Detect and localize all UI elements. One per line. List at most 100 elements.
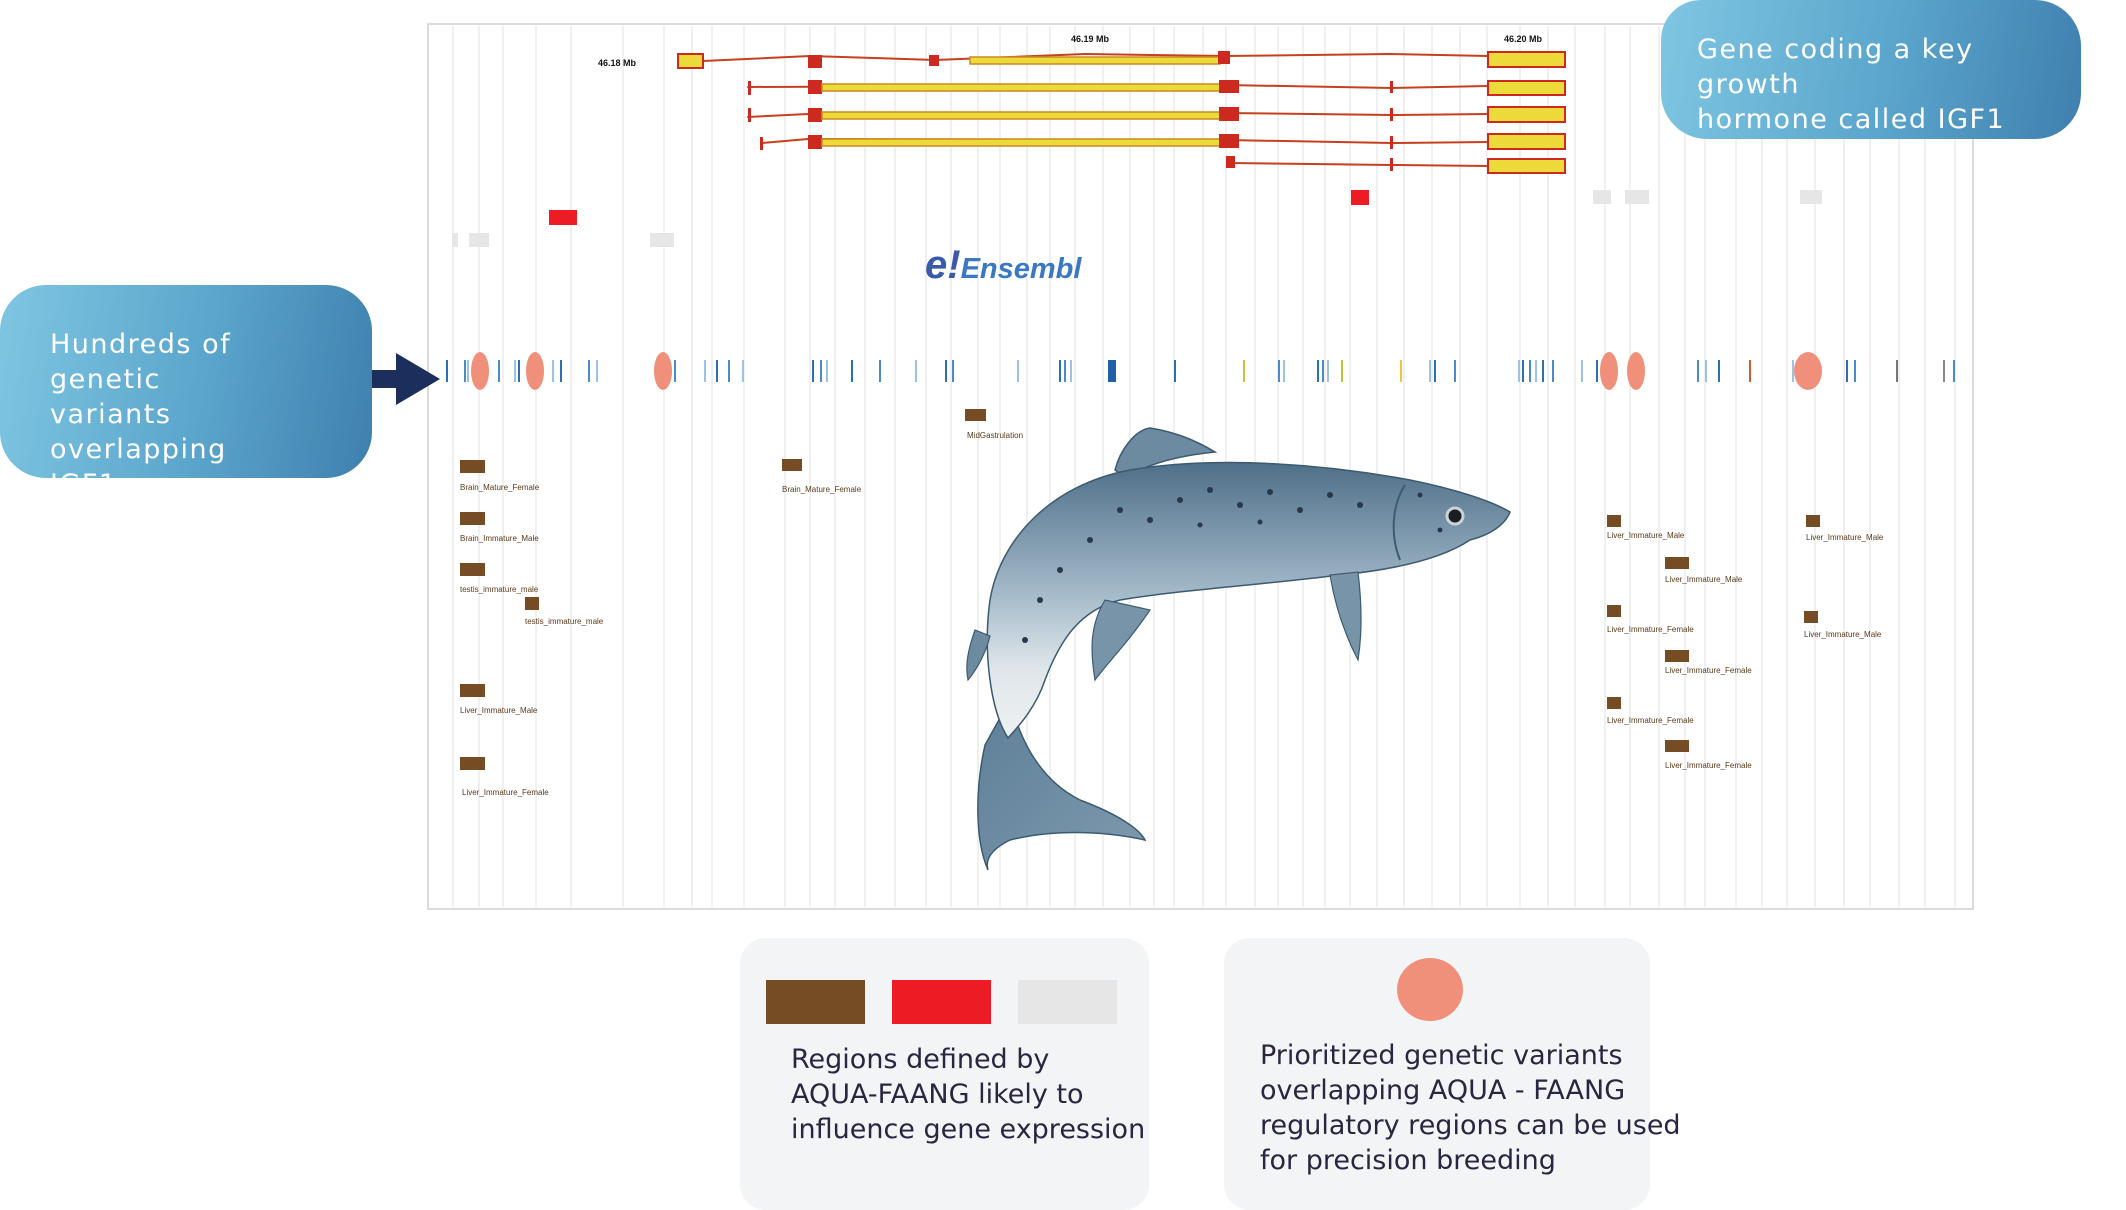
region-red xyxy=(1351,190,1369,205)
legend-line: AQUA-FAANG likely to xyxy=(791,1079,1084,1110)
prioritized-variants xyxy=(471,352,1822,390)
tissue-block xyxy=(460,757,485,770)
variant-tick xyxy=(742,360,744,382)
tissue-label: Brain_Mature_Female xyxy=(460,483,540,492)
variant-tick xyxy=(812,360,814,382)
legend-line: influence gene expression xyxy=(791,1114,1146,1145)
exon xyxy=(1226,156,1235,168)
variant-tick xyxy=(588,360,590,382)
transcript-2 xyxy=(747,80,1566,96)
variant-tick xyxy=(467,360,469,382)
variant-tick xyxy=(1518,360,1520,382)
variant-tick xyxy=(1059,360,1061,382)
variant-tick xyxy=(560,360,562,382)
salmon-tail xyxy=(977,697,1147,871)
exon xyxy=(760,137,763,150)
tissue-block xyxy=(460,512,485,525)
variant-tick xyxy=(674,360,676,382)
variant-tick xyxy=(596,360,598,382)
exon xyxy=(808,135,822,149)
salmon-illustration xyxy=(966,427,1511,871)
region-red xyxy=(549,210,577,225)
region-grey xyxy=(1593,190,1611,204)
tissue-block xyxy=(460,460,485,473)
variant-tick xyxy=(1535,360,1537,382)
exon xyxy=(1390,81,1393,93)
region-grey xyxy=(1625,190,1649,204)
legend-line: Prioritized genetic variants xyxy=(1260,1040,1623,1071)
exon xyxy=(748,108,751,122)
exon xyxy=(821,138,1221,147)
region-grey xyxy=(452,233,458,247)
tissue-label: MidGastrulation xyxy=(967,431,1023,440)
variant-tick xyxy=(1552,360,1554,382)
variant-tick xyxy=(851,360,853,382)
salmon-eye xyxy=(1445,506,1465,526)
grid-lines xyxy=(452,26,1956,907)
exon xyxy=(1390,158,1393,171)
exon xyxy=(808,108,822,122)
salmon-adipose-fin xyxy=(966,629,991,682)
exon xyxy=(929,55,939,66)
transcript-5 xyxy=(1226,156,1566,174)
tissue-label: Liver_Immature_Female xyxy=(1607,716,1694,725)
tissue-block xyxy=(1607,515,1621,527)
exon xyxy=(1487,133,1566,150)
transcript-4 xyxy=(760,133,1566,150)
variant-tick xyxy=(945,360,947,382)
legend-line: for precision breeding xyxy=(1260,1145,1556,1176)
prioritized-variant xyxy=(1627,352,1645,390)
exon xyxy=(1219,107,1239,121)
exon xyxy=(1218,51,1230,64)
tissue-label: Brain_Immature_Male xyxy=(460,534,539,543)
tissue-block xyxy=(1607,697,1621,709)
variant-tick xyxy=(1243,360,1245,382)
callout-line: hormone called IGF1 xyxy=(1697,104,2006,135)
exon xyxy=(821,83,1221,92)
ensembl-logo-prefix: e! xyxy=(925,243,961,287)
tissue-region-track: Brain_Mature_Female Brain_Immature_Male … xyxy=(460,409,1884,797)
exon xyxy=(821,111,1221,120)
exon xyxy=(1219,134,1239,148)
salmon-pectoral-fin xyxy=(1091,599,1151,682)
exon xyxy=(1390,108,1393,121)
exon xyxy=(808,80,822,94)
exon xyxy=(1219,80,1239,93)
tissue-label: Liver_Immature_Female xyxy=(1607,625,1694,634)
ensembl-logo-text: Ensembl xyxy=(961,253,1083,285)
tissue-block xyxy=(1665,740,1689,752)
variant-tick xyxy=(952,360,954,382)
variant-tick xyxy=(498,360,500,382)
variants-legend: Prioritized genetic variants overlapping… xyxy=(1224,938,1681,1210)
variant-tick xyxy=(1429,360,1431,382)
legend-line: overlapping AQUA - FAANG xyxy=(1260,1075,1626,1106)
variant-tick xyxy=(1953,360,1955,382)
variant-tick xyxy=(1454,360,1456,382)
variant-tick xyxy=(1283,360,1285,382)
tissue-block xyxy=(460,684,485,697)
variant-tick xyxy=(1542,360,1544,382)
variant-tick xyxy=(1943,360,1945,382)
callout-line: IGF1 gene xyxy=(50,469,202,500)
variant-tick xyxy=(1705,360,1707,382)
variant-tick xyxy=(464,360,466,382)
arrow-head xyxy=(396,353,440,405)
tissue-label: Liver_Immature_Male xyxy=(1607,531,1685,540)
variant-tick xyxy=(704,360,706,382)
regions-legend-text: Regions defined by AQUA-FAANG likely to … xyxy=(791,1042,1145,1147)
exon xyxy=(1487,51,1566,68)
variant-tick xyxy=(1581,360,1583,382)
tissue-block xyxy=(1665,557,1689,569)
variants-callout: Hundreds of genetic variants overlapping… xyxy=(0,285,372,500)
tissue-block xyxy=(782,459,802,471)
tissue-label: Liver_Immature_Male xyxy=(460,706,538,715)
variant-tick xyxy=(915,360,917,382)
salmon-gill xyxy=(1392,484,1406,561)
tissue-label: testis_immature_male xyxy=(460,585,539,594)
exon xyxy=(748,81,751,95)
variant-tick xyxy=(1174,360,1176,382)
callout-line: variants overlapping xyxy=(50,399,227,465)
variant-tick xyxy=(1070,360,1072,382)
scale-label-3: 46.20 Mb xyxy=(1504,34,1543,44)
